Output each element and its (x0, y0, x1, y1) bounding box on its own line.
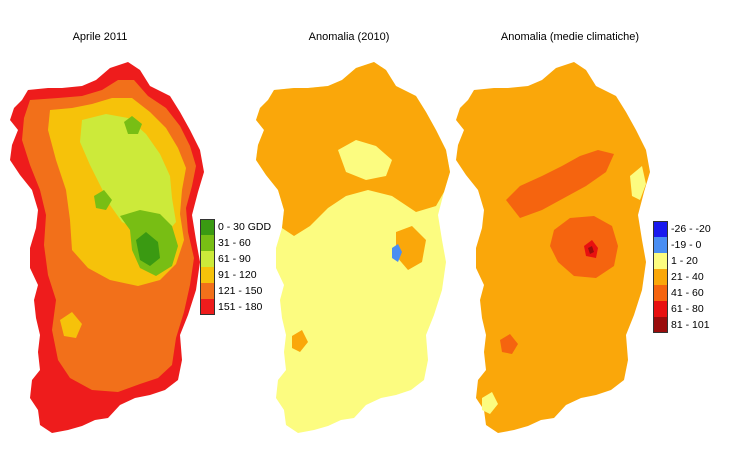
map2-blue-patch (392, 244, 402, 262)
map2-yellow-inlet (338, 140, 392, 180)
legend-label: 91 - 120 (218, 269, 257, 281)
legend-item: 91 - 120 (200, 267, 271, 283)
map1-green-patch-north (124, 116, 142, 134)
legend-item: 0 - 30 GDD (200, 219, 271, 235)
legend-swatch (653, 253, 668, 269)
legend-label: 121 - 150 (218, 285, 263, 297)
legend-item: 41 - 60 (653, 285, 711, 301)
legend-swatch (653, 317, 668, 333)
legend-label: 61 - 80 (671, 303, 704, 315)
legend-item: 61 - 90 (200, 251, 271, 267)
legend-swatch (653, 221, 668, 237)
legend-label: 61 - 90 (218, 253, 251, 265)
map-anomaly-2010 (256, 62, 450, 433)
legend-anomaly: -26 - -20 -19 - 0 1 - 20 21 - 40 41 - 60… (653, 221, 711, 333)
legend-label: 41 - 60 (671, 287, 704, 299)
map3-orange-red-band-north (506, 150, 614, 218)
legend-swatch (200, 251, 215, 267)
map1-darkgreen-zone (136, 232, 160, 266)
legend-swatch (653, 301, 668, 317)
legend-label: 21 - 40 (671, 271, 704, 283)
legend-item: 81 - 101 (653, 317, 711, 333)
map-april-2011 (10, 62, 204, 433)
map-anomaly-climate (456, 62, 650, 433)
map3-yellow-east-coast (630, 166, 646, 200)
legend-item: 21 - 40 (653, 269, 711, 285)
panel-title-anomaly-climate: Anomalia (medie climatiche) (500, 31, 640, 43)
legend-item: -19 - 0 (653, 237, 711, 253)
legend-item: 121 - 150 (200, 283, 271, 299)
legend-label: -26 - -20 (671, 223, 711, 235)
legend-swatch (200, 267, 215, 283)
legend-swatch (200, 283, 215, 299)
map2-orange-south-spot (292, 330, 308, 352)
map3-yellow-southwest (482, 392, 498, 414)
legend-swatch (653, 269, 668, 285)
legend-item: -26 - -20 (653, 221, 711, 237)
map1-yellow-southwest (60, 312, 82, 338)
legend-swatch (653, 285, 668, 301)
legend-swatch (653, 237, 668, 253)
legend-item: 1 - 20 (653, 253, 711, 269)
map3-orange-red-south (500, 334, 518, 354)
panel-title-anomaly-2010: Anomalia (2010) (308, 31, 390, 43)
map1-lightgreen-zone (80, 114, 176, 236)
map2-orange-east (396, 226, 426, 270)
map3-orange-red-center (550, 216, 618, 278)
legend-label: 151 - 180 (218, 301, 263, 313)
legend-label: 81 - 101 (671, 319, 710, 331)
legend-item: 151 - 180 (200, 299, 271, 315)
legend-label: 31 - 60 (218, 237, 251, 249)
legend-swatch (200, 219, 215, 235)
legend-gdd: 0 - 30 GDD 31 - 60 61 - 90 91 - 120 121 … (200, 219, 271, 315)
map1-green-patch-west (94, 190, 112, 210)
map3-darkred-core (588, 246, 594, 254)
legend-label: 1 - 20 (671, 255, 698, 267)
legend-label: -19 - 0 (671, 239, 702, 251)
legend-item: 31 - 60 (200, 235, 271, 251)
panel-title-april-2011: Aprile 2011 (72, 31, 128, 43)
legend-item: 61 - 80 (653, 301, 711, 317)
legend-swatch (200, 299, 215, 315)
legend-swatch (200, 235, 215, 251)
legend-label: 0 - 30 GDD (218, 221, 272, 233)
